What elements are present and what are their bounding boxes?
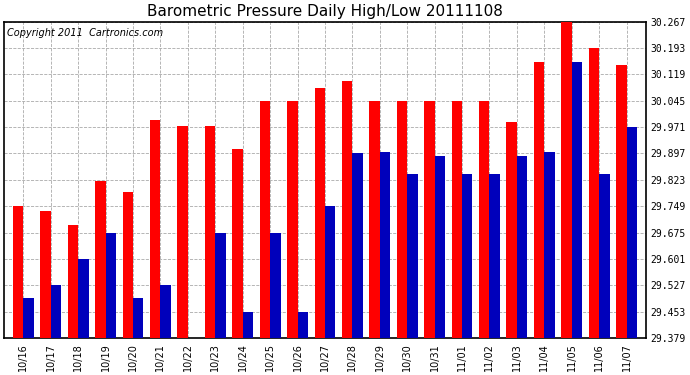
- Bar: [544, 152, 555, 338]
- Bar: [95, 181, 106, 338]
- Bar: [627, 127, 637, 338]
- Bar: [243, 312, 253, 338]
- Bar: [561, 22, 572, 338]
- Bar: [287, 101, 297, 338]
- Bar: [342, 81, 353, 338]
- Bar: [479, 101, 489, 338]
- Bar: [13, 206, 23, 338]
- Bar: [40, 211, 51, 338]
- Bar: [369, 101, 380, 338]
- Text: Copyright 2011  Cartronics.com: Copyright 2011 Cartronics.com: [8, 28, 164, 38]
- Bar: [106, 232, 116, 338]
- Bar: [517, 156, 527, 338]
- Bar: [68, 225, 78, 338]
- Bar: [407, 174, 417, 338]
- Title: Barometric Pressure Daily High/Low 20111108: Barometric Pressure Daily High/Low 20111…: [147, 4, 503, 19]
- Bar: [161, 285, 171, 338]
- Bar: [489, 174, 500, 338]
- Bar: [397, 101, 407, 338]
- Bar: [380, 152, 391, 338]
- Bar: [297, 312, 308, 338]
- Bar: [51, 285, 61, 338]
- Bar: [215, 232, 226, 338]
- Bar: [259, 101, 270, 338]
- Bar: [205, 126, 215, 338]
- Bar: [177, 126, 188, 338]
- Bar: [78, 259, 88, 338]
- Bar: [599, 174, 609, 338]
- Bar: [353, 153, 363, 338]
- Bar: [150, 120, 161, 338]
- Bar: [534, 62, 544, 338]
- Bar: [23, 298, 34, 338]
- Bar: [315, 88, 325, 338]
- Bar: [506, 122, 517, 338]
- Bar: [572, 62, 582, 338]
- Bar: [123, 192, 133, 338]
- Bar: [462, 174, 473, 338]
- Bar: [589, 48, 599, 338]
- Bar: [233, 149, 243, 338]
- Bar: [616, 65, 627, 338]
- Bar: [452, 101, 462, 338]
- Bar: [270, 232, 281, 338]
- Bar: [133, 298, 144, 338]
- Bar: [424, 101, 435, 338]
- Bar: [435, 156, 445, 338]
- Bar: [325, 206, 335, 338]
